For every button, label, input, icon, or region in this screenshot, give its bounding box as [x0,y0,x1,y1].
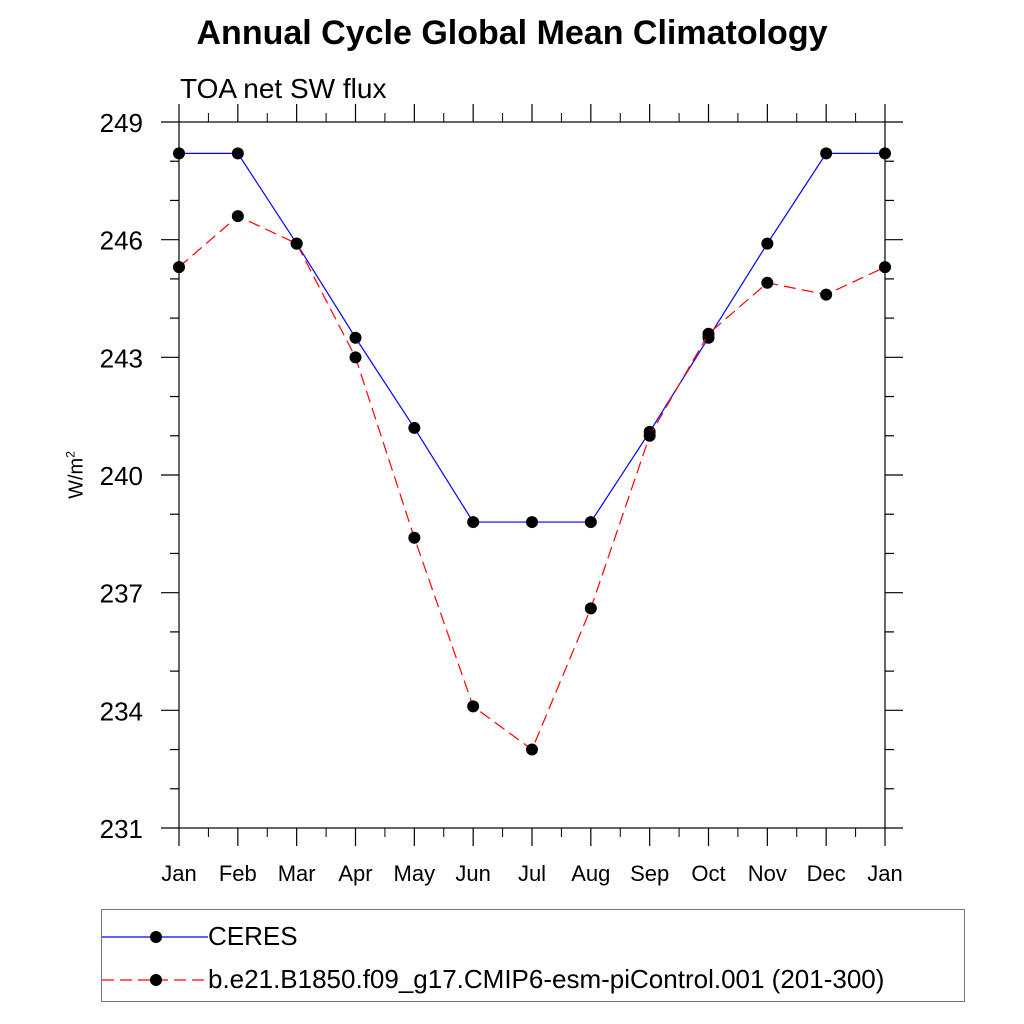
plot-frame [178,121,886,829]
series-1-point [467,700,480,713]
legend-swatch-ceres [102,931,208,943]
series-0-point [879,147,891,160]
series-0-point [231,147,244,160]
series-0-point [349,331,362,344]
series-1-point [526,743,538,756]
y-tick-label: 243 [100,343,143,373]
series-1-point [290,237,303,250]
series-0-point [820,147,833,160]
chart-subtitle: TOA net SW flux [180,73,387,104]
x-tick-label: Jun [455,861,490,886]
y-tick-label: 231 [100,814,143,844]
y-axis-label: W/m2 [64,451,89,499]
x-tick-labels: Jan Feb Mar Apr May Jun Jul Aug Sep Oct Nov Dec Jan [161,861,902,886]
x-tick-label: Jan [161,861,196,886]
series-1-point [408,531,421,544]
chart-title: Annual Cycle Global Mean Climatology [196,14,828,52]
series-0-point [173,147,185,160]
series-1-point [231,210,244,223]
series-0-point [467,516,480,529]
legend-label-ceres: CERES [208,921,298,951]
series-0-point [408,421,421,434]
x-tick-label: Mar [278,861,316,886]
series-0-point [526,516,538,529]
series-0-point [761,237,774,250]
axis-ticks [161,104,903,846]
series-1-point [879,261,891,274]
x-tick-label: Jan [867,861,902,886]
x-tick-label: Apr [338,861,372,886]
x-tick-label: Feb [219,861,257,886]
y-tick-label: 240 [100,461,143,491]
x-tick-label: Sep [630,861,669,886]
series-1-point [820,288,833,301]
y-tick-label: 234 [100,696,143,726]
series-1-point [584,602,597,615]
series-line-1 [178,215,886,751]
series-1-point [702,327,715,340]
series-1-point [761,276,774,289]
y-axis-label-base: W/m [65,457,88,499]
series-1-point [173,261,185,274]
y-tick-label: 249 [100,108,143,138]
series-layer [173,147,891,756]
y-tick-labels: 231 234 237 240 243 246 249 [100,108,143,844]
x-tick-label: May [394,861,436,886]
y-axis-label-sup: 2 [63,451,78,458]
series-0-point [584,516,597,529]
legend-swatch-model [102,974,208,986]
x-tick-label: Dec [807,861,846,886]
series-1-point [349,351,362,364]
y-tick-label: 237 [100,579,143,609]
y-tick-label: 246 [100,226,143,256]
legend-label-model: b.e21.B1850.f09_g17.CMIP6-esm-piControl.… [208,964,885,994]
x-tick-label: Nov [748,861,787,886]
legend: CERES b.e21.B1850.f09_g17.CMIP6-esm-piCo… [101,909,965,1002]
series-1-point [643,429,656,442]
x-tick-label: Oct [691,861,725,886]
x-tick-label: Jul [518,861,546,886]
x-tick-label: Aug [571,861,610,886]
series-line-0 [179,152,885,523]
